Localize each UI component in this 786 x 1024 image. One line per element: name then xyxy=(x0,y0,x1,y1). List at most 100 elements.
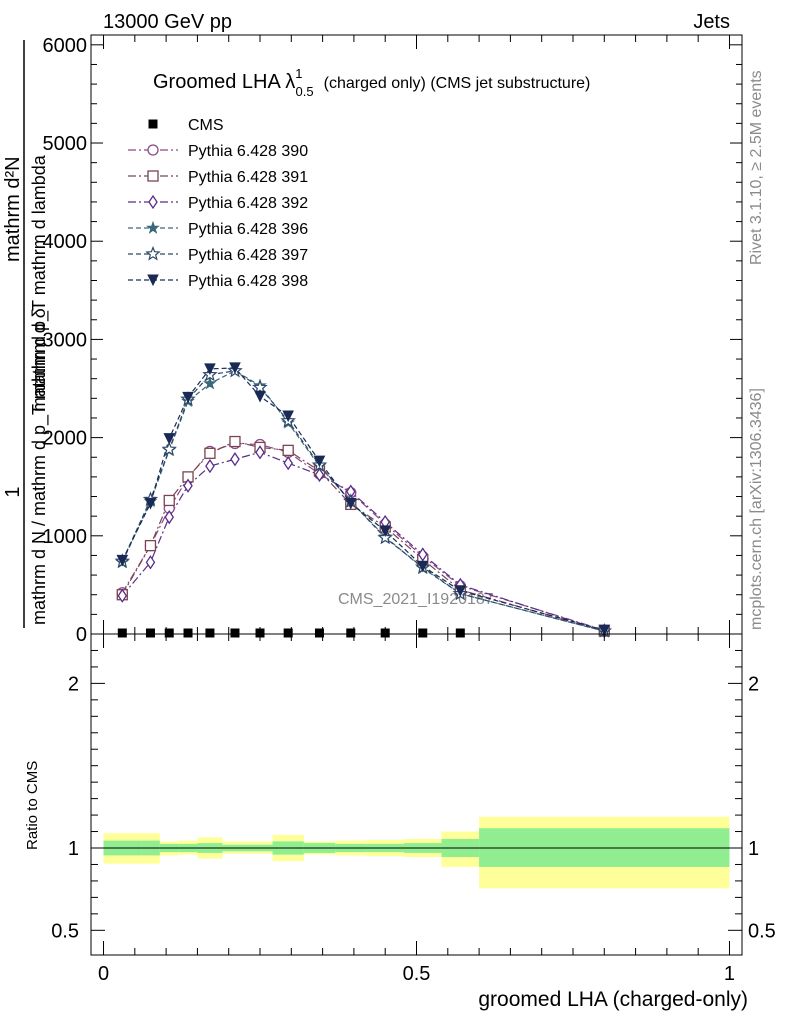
series-marker-2 xyxy=(183,478,193,493)
main-y-ticks: 0 1000 2000 3000 4000 5000 6000 xyxy=(43,35,742,646)
series-marker-1 xyxy=(204,447,216,459)
cms-data-point xyxy=(418,628,428,638)
y-axis-label: 1 mathrm d N / mathrm d p_T mathrm d δ m… xyxy=(2,40,50,628)
legend-label-5: Pythia 6.428 398 xyxy=(188,273,308,290)
cms-data-point xyxy=(145,628,155,638)
series-marker-4 xyxy=(252,379,268,395)
legend-marker-1 xyxy=(147,170,159,182)
ratio-ytick-label: 0.5 xyxy=(51,920,79,942)
ratio-xtick-label: 1 xyxy=(724,963,735,985)
ratio-y-ticks: 0.5 0.5 1 1 2 2 xyxy=(51,649,776,942)
series-marker-5 xyxy=(344,497,357,510)
series-marker-5 xyxy=(144,497,157,510)
series-marker-2 xyxy=(230,452,240,467)
legend: CMS Pythia 6.428 390 Pythia 6.428 391 Pythi… xyxy=(128,117,308,290)
series-marker-5 xyxy=(379,525,392,538)
legend-marker-3 xyxy=(146,220,160,234)
ratio-bands xyxy=(103,816,730,889)
cms-data-point xyxy=(314,628,324,638)
series-marker-4 xyxy=(161,441,177,456)
series-marker-5 xyxy=(598,624,611,637)
cms-data-point xyxy=(346,628,356,638)
legend-label-4: Pythia 6.428 397 xyxy=(188,247,308,264)
series-marker-5 xyxy=(116,554,129,567)
series-line-1 xyxy=(121,440,605,632)
ratio-ytick-label: 1 xyxy=(68,838,79,860)
series-marker-1 xyxy=(144,539,157,552)
cms-data-point xyxy=(117,628,127,638)
series-marker-2 xyxy=(255,445,265,460)
cms-data-point xyxy=(164,628,174,638)
cms-data-point xyxy=(380,628,390,638)
plot-title-sub: 0.5 xyxy=(296,84,314,99)
ratio-ytick-label: 2 xyxy=(68,673,79,695)
plot-title-sup: 1 xyxy=(295,66,302,81)
series-marker-1 xyxy=(229,435,241,448)
series-marker-2 xyxy=(205,458,215,474)
series-marker-5 xyxy=(254,390,266,403)
series-marker-5 xyxy=(282,410,294,423)
series-marker-2 xyxy=(117,588,128,603)
main-ytick-label: 1000 xyxy=(43,526,88,548)
ylabel-one: 1 xyxy=(2,486,24,497)
ratio-xtick-label: 0.5 xyxy=(403,963,431,985)
legend-marker-2 xyxy=(148,194,158,210)
main-ytick-label: 5000 xyxy=(43,133,88,155)
legend-label-3: Pythia 6.428 396 xyxy=(188,221,308,238)
main-ytick-label: 0 xyxy=(76,624,87,646)
series-marker-5 xyxy=(416,560,429,573)
series-line-4 xyxy=(121,370,605,632)
legend-label-2: Pythia 6.428 392 xyxy=(188,195,308,212)
main-series-layer xyxy=(114,362,613,639)
series-marker-2 xyxy=(283,455,293,471)
main-ytick-label: 2000 xyxy=(43,428,88,450)
legend-label-cms: CMS xyxy=(188,117,224,134)
ylabel-num-bot: mathrm d p_T mathrm d lambda xyxy=(29,154,50,412)
ratio-ytick-label-right: 1 xyxy=(748,838,759,860)
header-right: Jets xyxy=(693,11,730,33)
cms-data-point xyxy=(255,628,265,638)
legend-marker-0 xyxy=(147,144,159,156)
series-marker-2 xyxy=(164,509,175,525)
series-marker-1 xyxy=(282,444,294,457)
ratio-ytick-label-right: 2 xyxy=(748,673,759,695)
header-left: 13000 GeV pp xyxy=(103,11,232,33)
series-marker-5 xyxy=(229,362,241,375)
ratio-ylabel: Ratio to CMS xyxy=(24,761,41,850)
main-ytick-label: 6000 xyxy=(43,35,88,57)
series-marker-3 xyxy=(202,376,217,390)
series-marker-4 xyxy=(377,529,393,545)
ratio-plot-frame xyxy=(90,633,743,956)
cms-data-point xyxy=(283,628,293,638)
ratio-xtick-label: 0 xyxy=(98,963,109,985)
series-marker-5 xyxy=(313,455,326,468)
series-marker-5 xyxy=(204,363,216,375)
rivet-label: Rivet 3.1.10, ≥ 2.5M events xyxy=(748,70,765,265)
xlabel: groomed LHA (charged-only) xyxy=(478,988,748,1011)
plot-title-rest: (charged only) (CMS jet substructure) xyxy=(324,75,591,92)
cms-data-point xyxy=(183,628,193,638)
series-line-5 xyxy=(121,367,605,631)
legend-label-0: Pythia 6.428 390 xyxy=(188,143,308,160)
series-marker-5 xyxy=(454,585,467,597)
cms-data-point xyxy=(455,628,465,638)
plot-title-main: Groomed LHA xyxy=(153,71,285,93)
ratio-x-ticks: 0 0.5 1 xyxy=(98,634,735,985)
ylabel-den: mathrm d N / mathrm d p_T mathrm d δ xyxy=(29,308,50,625)
series-marker-1 xyxy=(163,494,175,507)
legend-marker-cms xyxy=(148,119,158,129)
main-ytick-label: 3000 xyxy=(43,329,88,351)
plot-title: Groomed LHA λ1 0.5 (charged only) (CMS jet… xyxy=(153,66,590,99)
series-marker-2 xyxy=(145,555,156,570)
cms-data-point xyxy=(230,628,240,638)
ratio-ytick-label-right: 0.5 xyxy=(748,920,776,942)
series-marker-5 xyxy=(163,433,176,445)
series-marker-2 xyxy=(314,467,325,483)
cms-data-point xyxy=(205,628,215,638)
legend-marker-5 xyxy=(147,274,159,287)
legend-label-1: Pythia 6.428 391 xyxy=(188,169,308,186)
mcplots-label: mcplots.cern.ch [arXiv:1306.3436] xyxy=(748,388,765,630)
legend-marker-4 xyxy=(145,245,161,261)
main-ytick-label: 4000 xyxy=(43,231,88,253)
